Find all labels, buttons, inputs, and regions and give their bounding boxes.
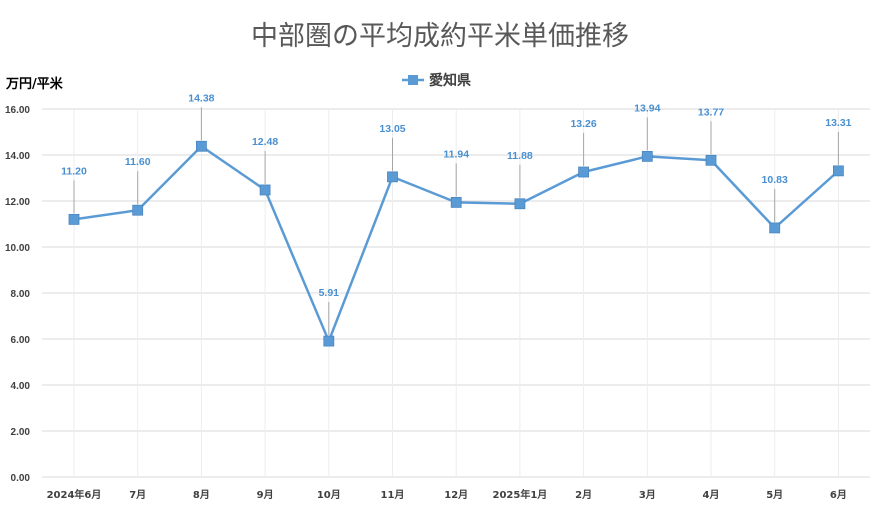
data-point (68, 213, 80, 225)
x-tick-label: 11月 (381, 489, 405, 501)
data-label: 10.83 (762, 174, 788, 186)
y-tick-label: 14.00 (5, 151, 30, 162)
data-point (833, 165, 844, 177)
data-point (195, 140, 207, 152)
data-point (705, 154, 717, 166)
x-tick-label: 2025年1月 (493, 488, 548, 501)
data-point (259, 184, 271, 196)
y-axis-label: 万円/平米 (5, 76, 64, 92)
grid (42, 108, 870, 478)
data-label: 12.48 (252, 136, 278, 148)
series-aichi (68, 140, 844, 347)
legend-marker (408, 75, 418, 85)
y-tick-label: 2.00 (11, 427, 31, 438)
x-tick-label: 5月 (766, 489, 783, 501)
x-tick-label: 8月 (193, 489, 210, 501)
legend: 愛知県 (402, 72, 471, 89)
x-axis-ticks: 2024年6月 7月 8月 9月 10月 11月 12月 2025年1月 2月 3月 4月 5月 6月 (47, 488, 847, 501)
y-tick-label: 0.00 (11, 473, 31, 484)
x-tick-label: 3月 (639, 489, 656, 501)
y-tick-label: 6.00 (11, 335, 31, 346)
data-point (387, 171, 398, 183)
x-tick-label: 10月 (317, 489, 341, 501)
data-label: 11.88 (507, 150, 533, 162)
y-tick-label: 10.00 (5, 243, 30, 254)
x-tick-label: 9月 (257, 489, 274, 501)
data-label: 14.38 (188, 92, 214, 104)
y-tick-label: 8.00 (11, 289, 31, 300)
data-label: 13.31 (825, 117, 851, 129)
data-label: 13.05 (379, 123, 405, 135)
y-axis-ticks: 0.00 2.00 4.00 6.00 8.00 10.00 12.00 14.00 16.00 (5, 105, 30, 484)
data-point (450, 196, 462, 208)
x-tick-label: 12月 (444, 489, 468, 501)
data-label: 11.94 (443, 148, 469, 160)
data-label: 11.60 (125, 156, 151, 168)
chart-title: 中部圏の平均成約平米単価推移 (251, 21, 629, 52)
x-tick-label: 2月 (575, 489, 592, 501)
data-label-leaders (73, 107, 839, 336)
legend-entry-aichi: 愛知県 (429, 72, 471, 89)
y-tick-label: 16.00 (5, 105, 30, 116)
data-point (641, 150, 653, 162)
x-tick-label: 7月 (129, 489, 146, 501)
data-label: 13.94 (634, 102, 660, 114)
y-tick-label: 4.00 (11, 381, 31, 392)
data-label: 13.26 (570, 118, 596, 130)
data-point (769, 222, 781, 234)
data-labels: 11.20 11.60 14.38 12.48 5.91 13.05 11.94 11.88 1… (61, 92, 852, 299)
data-label: 13.77 (698, 106, 724, 118)
x-tick-label: 4月 (703, 489, 720, 501)
data-point (323, 335, 335, 347)
x-tick-label: 6月 (830, 489, 847, 501)
y-tick-label: 12.00 (5, 197, 30, 208)
data-point (514, 198, 526, 210)
data-point (132, 204, 144, 216)
data-label: 5.91 (319, 287, 340, 299)
x-tick-label: 2024年6月 (47, 488, 102, 501)
data-point (578, 166, 589, 178)
data-label: 11.20 (61, 165, 87, 177)
